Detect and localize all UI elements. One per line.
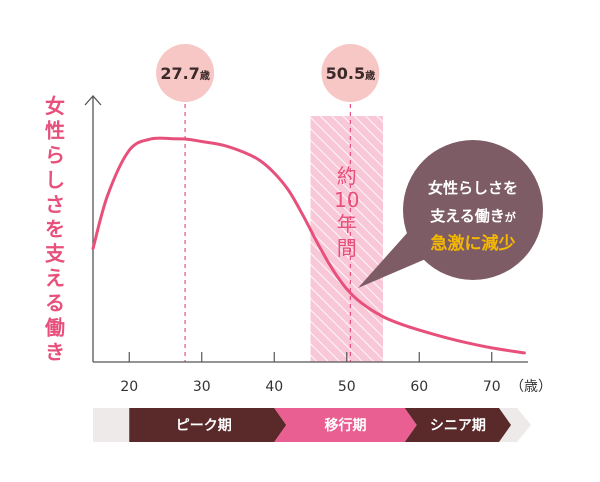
transition-period-band xyxy=(310,116,383,362)
phase-label: 移行期 xyxy=(325,417,367,434)
marker-value: 50.5 xyxy=(326,64,365,83)
callout-bubble: 女性らしさを 支える働きが 急激に減少 xyxy=(358,140,543,288)
band-label-char: 年 xyxy=(337,212,357,236)
marker-label: 27.7歳 xyxy=(160,64,209,83)
callout-circle xyxy=(403,140,543,280)
y-label-char: 働 xyxy=(44,315,65,339)
callout-line-1: 女性らしさを xyxy=(428,179,518,197)
callout-line-2-main: 支える働き xyxy=(429,207,505,225)
band-label-char: 間 xyxy=(337,236,357,260)
phase-label: シニア期 xyxy=(430,418,486,434)
marker-unit: 歳 xyxy=(200,69,210,82)
y-label-char: ら xyxy=(45,143,65,167)
marker-label: 50.5歳 xyxy=(326,64,375,83)
y-axis-arrow xyxy=(84,95,102,106)
band-label-char: 10 xyxy=(334,188,359,212)
phase-label: ピーク期 xyxy=(176,418,232,434)
band-label-char: 約 xyxy=(337,164,357,188)
y-label-char: 女 xyxy=(45,94,65,118)
marker-bubble xyxy=(156,44,215,102)
x-tick-marks xyxy=(128,352,493,362)
x-tick-label: 70 xyxy=(483,379,501,395)
y-label-char: え xyxy=(45,266,65,290)
phase-segment xyxy=(404,408,511,442)
y-label-char: を xyxy=(45,217,65,241)
x-tick-label: 60 xyxy=(410,379,428,395)
x-tick-label: 40 xyxy=(265,379,283,395)
x-tick-labels: 20 30 40 50 60 70 xyxy=(120,379,500,395)
y-label-char: し xyxy=(45,168,65,192)
phase-segment xyxy=(129,408,287,442)
marker-bubble xyxy=(321,44,380,102)
callout-line-3: 急激に減少 xyxy=(431,233,516,254)
callout-tail xyxy=(358,232,428,288)
y-label-char: る xyxy=(45,291,65,315)
phase-segment xyxy=(274,408,417,442)
x-axis-unit-label: （歳） xyxy=(510,379,552,395)
y-label-char: 支 xyxy=(45,242,66,266)
y-label-char: き xyxy=(45,340,65,364)
y-label-char: さ xyxy=(45,192,65,216)
x-tick-label: 20 xyxy=(120,379,138,395)
callout-line-2-suffix: が xyxy=(505,210,516,224)
marker-bubbles: 27.7歳 50.5歳 xyxy=(156,44,380,102)
callout-line-2: 支える働きが xyxy=(429,207,516,225)
x-tick-label: 30 xyxy=(193,379,211,395)
y-label-char: 性 xyxy=(45,119,65,143)
phase-bar: ピーク期 移行期 シニア期 xyxy=(93,408,531,442)
marker-unit: 歳 xyxy=(365,69,375,82)
x-tick-label: 50 xyxy=(338,379,356,395)
marker-value: 27.7 xyxy=(160,64,199,83)
series-line xyxy=(91,136,526,355)
